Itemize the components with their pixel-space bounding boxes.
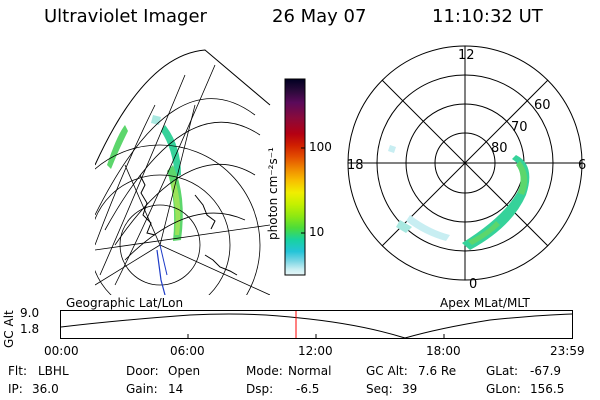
- lat-label-80: 80: [491, 141, 508, 156]
- polar-mlt-plot: [347, 45, 583, 281]
- status-door-value: Open: [168, 364, 201, 378]
- status-seq-label: Seq:: [366, 382, 393, 396]
- status-gcalt-value: 7.6 Re: [418, 364, 457, 378]
- status-gain-label: Gain:: [126, 382, 158, 396]
- altitude-ytick-low: 1.8: [20, 322, 40, 336]
- geographic-title: Geographic Lat/Lon: [66, 296, 184, 310]
- altitude-xtick-0600: 06:00: [170, 344, 205, 358]
- status-glon-label: GLon:: [486, 382, 521, 396]
- altitude-xtick-1800: 18:00: [426, 344, 461, 358]
- altitude-xtick-2359: 23:59: [550, 344, 585, 358]
- colorbar-tick-100: 100: [309, 140, 332, 154]
- status-glat-label: GLat:: [486, 364, 519, 378]
- status-filter-value: LBHL: [38, 364, 69, 378]
- status-seq-value: 39: [402, 382, 418, 396]
- colorbar: [284, 78, 306, 276]
- status-ip-label: IP:: [8, 382, 23, 396]
- instrument-title: Ultraviolet Imager: [44, 6, 207, 27]
- status-door-label: Door:: [126, 364, 159, 378]
- status-glat-value: -67.9: [530, 364, 562, 378]
- apex-title: Apex MLat/MLT: [440, 296, 530, 310]
- colorbar-tick-10: 10: [309, 225, 325, 239]
- mlt-label-18: 18: [347, 158, 364, 173]
- lat-label-60: 60: [534, 98, 551, 113]
- altitude-strip-chart: [60, 310, 573, 339]
- status-glon-value: 156.5: [530, 382, 565, 396]
- altitude-xtick-1200: 12:00: [298, 344, 333, 358]
- mlt-label-6: 6: [578, 158, 587, 173]
- status-mode-label: Mode:: [246, 364, 283, 378]
- geographic-map: [95, 49, 271, 295]
- status-dsp-value: -6.5: [296, 382, 320, 396]
- status-gcalt-label: GC Alt:: [366, 364, 408, 378]
- status-ip-value: 36.0: [32, 382, 59, 396]
- altitude-ytick-high: 9.0: [20, 306, 40, 320]
- status-filter-label: Flt:: [8, 364, 27, 378]
- lat-label-70: 70: [511, 120, 528, 135]
- mlt-label-12: 12: [458, 48, 475, 63]
- altitude-xtick-0000: 00:00: [44, 344, 79, 358]
- altitude-ylabel: GC Alt: [2, 310, 16, 348]
- time-label: 11:10:32 UT: [432, 6, 543, 27]
- mlt-label-0: 0: [469, 277, 478, 292]
- status-mode-value: Normal: [288, 364, 332, 378]
- colorbar-unit-label: photon cm⁻²s⁻¹: [266, 147, 280, 240]
- status-gain-value: 14: [168, 382, 184, 396]
- date-label: 26 May 07: [272, 6, 367, 27]
- status-dsp-label: Dsp:: [246, 382, 274, 396]
